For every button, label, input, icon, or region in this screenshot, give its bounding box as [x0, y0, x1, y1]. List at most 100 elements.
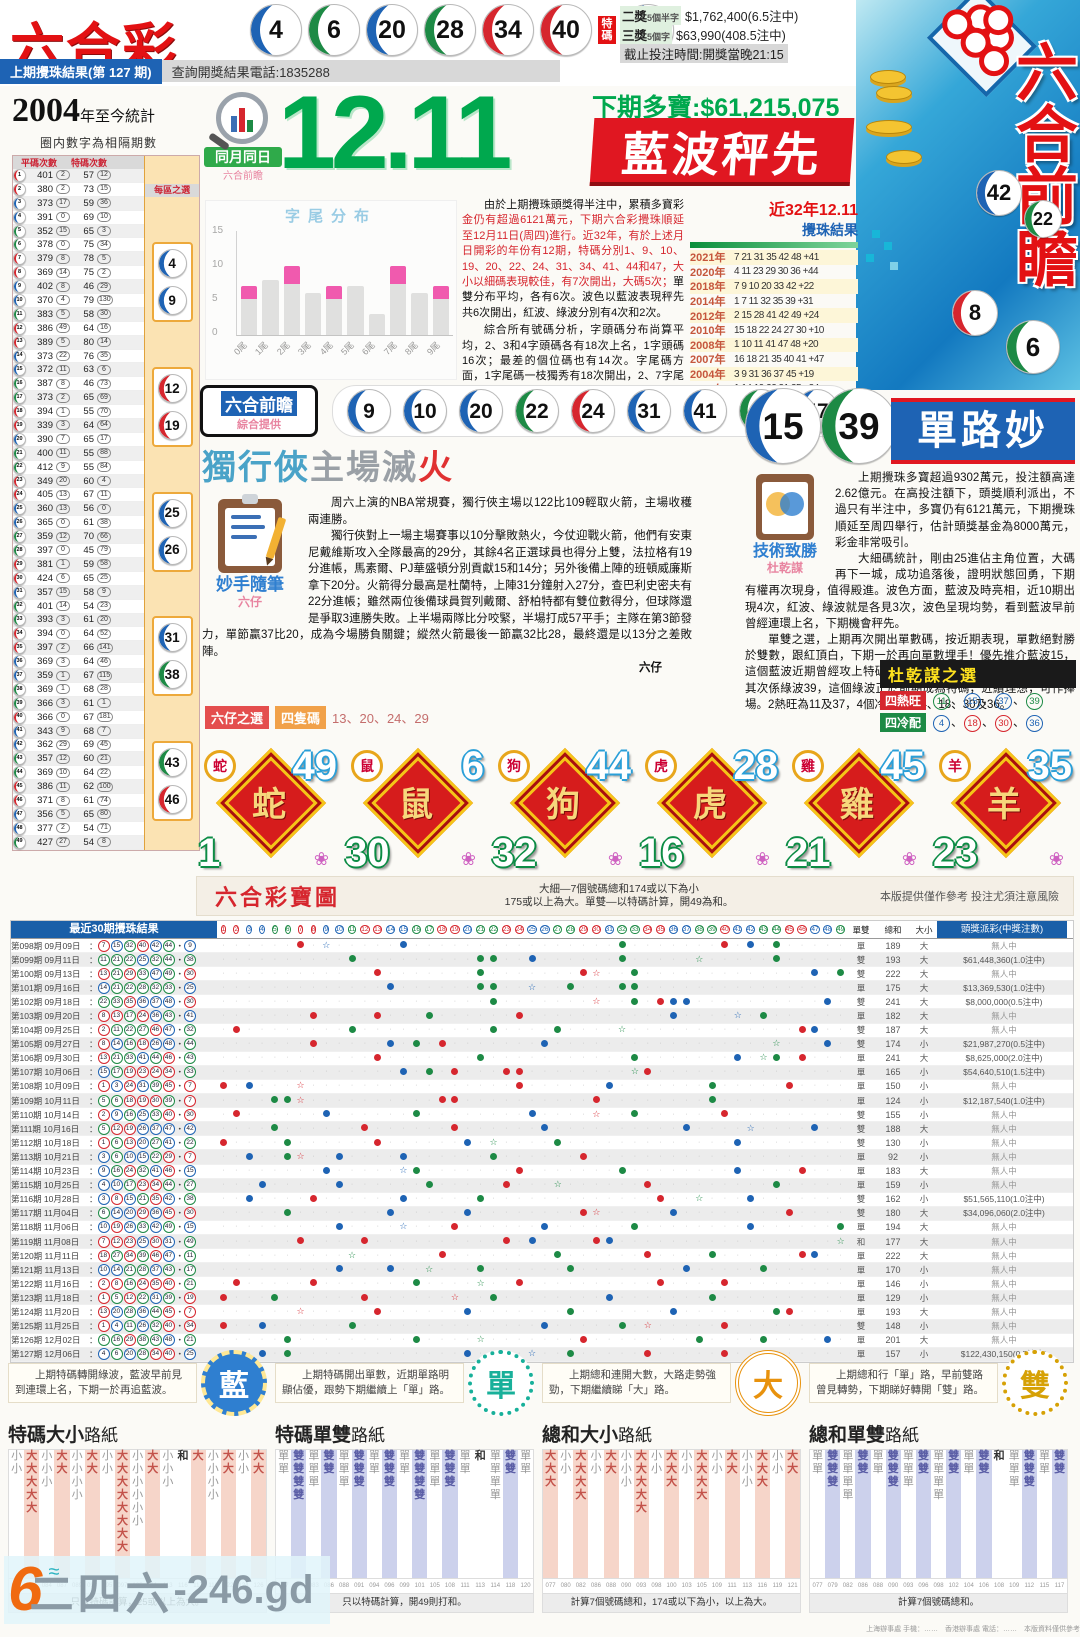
road-panel-3: 上期總和連開大數，大路走勢強勁，下期繼續睇「大」路。 大 總和大小路紙 大大大小…	[542, 1348, 801, 1613]
road-column: 單單單	[338, 1450, 350, 1488]
year-row: 2018年 7 9 10 20 33 42 +22	[690, 279, 858, 294]
zone-pair: 31 38	[151, 616, 193, 697]
grid-col-12: 12	[360, 925, 370, 934]
road-column: 小小小小	[207, 1450, 219, 1501]
zone-pair: 25 26	[151, 491, 193, 572]
ball-26: 26	[157, 535, 187, 565]
treasure-map-title: 六合彩寶圖	[215, 885, 341, 910]
grid-col-9: 9	[323, 925, 330, 934]
grid-col-5: 5	[272, 925, 278, 934]
road-column: 大大大大大大大大	[114, 1450, 130, 1578]
grid-col-4: 4	[259, 925, 265, 934]
cold-label: 四冷配	[880, 713, 927, 732]
road-column: 和	[177, 1450, 189, 1462]
road-column: 雙雙	[502, 1450, 518, 1578]
panel-speech: 上期特碼轉開綠波，藍波早前見到連環上名，下期一於再追藍波。	[8, 1363, 197, 1403]
grid-col-15: 15	[398, 925, 409, 934]
result-row-第105期: 第105期 09月27日： 8 14 16 18 26 48 ・ 44 · · · · · · · · · · · ·…	[11, 1037, 1073, 1052]
year-row: 2008年 1 10 11 41 47 48 +20	[690, 337, 858, 353]
road-column: 單單單單	[489, 1450, 501, 1501]
du-picks-title: 杜乾謀之選	[880, 660, 1076, 688]
watermark-domain[interactable]: -246.gd	[173, 1567, 314, 1612]
panel-footer: 計算7個號碼總和，174或以下為小，以上為大。	[542, 1594, 801, 1613]
ball-4: 4	[250, 4, 302, 56]
promo-poster: 六合前瞻 42 22 8 6	[856, 0, 1080, 390]
stats-row-3: 3 373 17 59 36	[13, 196, 145, 211]
road-column: 雙雙雙	[1021, 1450, 1037, 1578]
x-tick: 7尾	[381, 339, 399, 357]
stats-row-46: 46 371 8 61 74	[13, 794, 145, 808]
road-column: 單單單單	[933, 1450, 945, 1501]
chart-plot-area	[236, 231, 453, 336]
ball-18: 18	[13, 405, 26, 419]
analysis-para-1: 由於上期攪珠頭獎得半注中，累積多寶彩金仍有超過6121萬元，下期六合彩攪珠順延至…	[462, 199, 685, 319]
ball-17: 17	[13, 391, 26, 405]
ball-38: 38	[157, 660, 187, 690]
big-date: 12.11	[278, 75, 513, 191]
ball-20: 20	[459, 389, 503, 433]
ball-30: 30	[13, 571, 26, 585]
road-column: 和	[993, 1450, 1005, 1462]
ball-20: 20	[13, 432, 26, 446]
ball-6: 6	[308, 4, 360, 56]
stats-column: 2004年至今統計 圈内數字為相隔期數 平碼次數 特碼次數 1 401 2 57 12 2…	[12, 92, 200, 851]
road-column: 小小	[237, 1450, 249, 1475]
ball-38: 38	[13, 682, 26, 696]
panel-title: 總和單雙路紙	[809, 1425, 920, 1446]
stats-row-4: 4 391 0 69 10	[13, 210, 145, 225]
grid-col-3: 3	[246, 925, 252, 934]
stats-row-28: 28 397 0 45 79	[13, 544, 145, 558]
year-row: 2020年 4 11 23 29 30 36 +44	[690, 266, 819, 279]
result-phone[interactable]: 查詢開獎結果電話:1835288	[171, 64, 330, 80]
ball-34: 34	[13, 627, 26, 641]
stats-row-39: 39 366 3 61 1	[13, 696, 145, 711]
road-column: 大大	[785, 1450, 801, 1578]
grid-col-22: 22	[488, 925, 499, 934]
panel-title: 特碼單雙路紙	[275, 1425, 386, 1446]
columnist-name: 妙手隨筆	[216, 575, 284, 594]
magnifier-block: 同月同日 六合前瞻	[204, 92, 282, 182]
panel-badge-icon: 大	[735, 1350, 801, 1416]
result-row-第101期: 第101期 09月16日： 14 21 22 28 32 33 ・ 25 · · · · · · · · · · ·…	[11, 981, 1073, 996]
road-grid: 大大大小小大大大大小小大大小小小大大大大大小小大大大小小大大大大小小大大小小小大…	[542, 1449, 801, 1579]
road-period-numbers: 077 080 082 086 088 090 093 098 100 103 105 109 111 1…	[542, 1579, 801, 1594]
ball-15: 15	[13, 363, 26, 377]
result-row-第111期: 第111期 10月16日： 5 12 19 26 37 47 ・ 42 · · · · · · · · · · · ·…	[11, 1122, 1073, 1137]
grid-col-6: 6	[284, 925, 291, 934]
ball-4: 4	[13, 210, 26, 224]
stats-table: 平碼次數 特碼次數 1 401 2 57 12 2 380 2 73 15 3 373 17 59 36 4 3…	[13, 156, 145, 850]
result-row-第127期: 第127期 12月06日： 4 6 20 28 34 40 ・ 25 · · · · · · · · · · · · ·…	[11, 1347, 1073, 1362]
grid-col-29: 29	[578, 925, 589, 934]
result-row-第116期: 第116期 10月28日： 3 8 15 21 35 42 ・ 38 · · · · · · · · · · · · ·…	[11, 1193, 1073, 1207]
note-line1: 大細—7個號碼總和174或以下為小	[539, 883, 699, 895]
zodiac-bottom-number: 16	[639, 831, 684, 875]
ball-40: 40	[540, 4, 592, 56]
road-column: 大大	[603, 1450, 619, 1578]
road-period-numbers: 077 079 082 086 088 090 093 096 098 102 104 106 108 1…	[809, 1579, 1068, 1594]
flower-decor-icon: ❀	[754, 849, 770, 869]
grid-col-37: 37	[681, 925, 691, 934]
grid-col-13: 13	[373, 925, 383, 934]
result-row-第112期: 第112期 10月18日： 1 6 13 20 27 41 ・ 22 · · · · · · · · · · · · ·…	[11, 1136, 1073, 1151]
road-column: 雙雙雙雙	[291, 1450, 307, 1578]
ball-8: 8	[13, 266, 26, 280]
x-tick: 4尾	[317, 339, 335, 357]
six-tip-strip: 六仔之選 四隻碼 13、20、24、29	[205, 706, 429, 729]
result-row-第114期: 第114期 10月23日： 9 16 24 32 41 46 ・ 15 · · · · · · · · · · · ·…	[11, 1165, 1073, 1179]
road-panel-2: 上期特碼開出單數，近期單路明顯佔優，跟勢下期繼續上「單」路。 單 特碼單雙路紙 …	[275, 1348, 534, 1613]
grid-col-48: 48	[823, 925, 833, 934]
grid-col-34: 34	[643, 925, 653, 934]
result-row-第117期: 第117期 11月04日： 6 14 20 29 36 45 ・ 30 · · · · · · · · · · · ·…	[11, 1206, 1073, 1221]
road-column: 和	[474, 1450, 486, 1462]
stats-row-42: 42 362 29 69 45	[13, 738, 145, 753]
chart-bar-7尾	[390, 265, 407, 335]
zodiac-badge: 鼠	[351, 750, 383, 782]
ball-6: 6	[13, 238, 26, 252]
stats-row-29: 29 381 1 59 58	[13, 557, 145, 572]
grid-col-16: 16	[411, 925, 421, 934]
col-odd-even: 單雙	[852, 924, 870, 935]
stats-row-18: 18 394 1 55 70	[13, 405, 145, 420]
ball-19: 19	[157, 410, 187, 440]
tip-label-2: 四隻碼	[275, 706, 327, 729]
road-column: 小小	[101, 1450, 113, 1475]
